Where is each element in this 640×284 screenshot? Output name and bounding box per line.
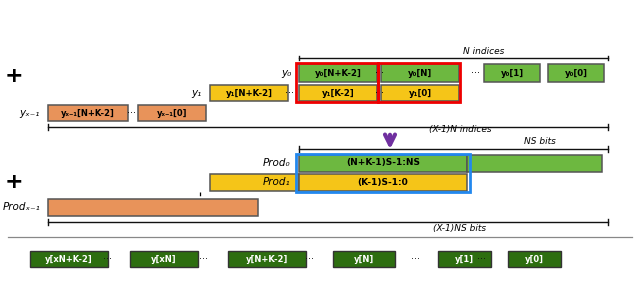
Bar [508,251,561,267]
Text: N indices: N indices [463,47,504,56]
Text: yₓ₋₁[0]: yₓ₋₁[0] [157,108,188,118]
Text: y[1]: y[1] [455,254,474,264]
Bar [484,64,540,82]
Text: ···: ··· [374,88,383,98]
Bar [210,85,288,101]
Bar [228,251,306,267]
Text: (N+K-1)S-1:NS: (N+K-1)S-1:NS [346,158,420,168]
Bar [299,64,377,82]
Text: yₓ₋₁: yₓ₋₁ [20,108,40,118]
Text: y₁[K-2]: y₁[K-2] [322,89,355,97]
Text: Prod₀: Prod₀ [262,158,290,168]
Text: y₀[1]: y₀[1] [500,68,524,78]
Text: (K-1)S-1:0: (K-1)S-1:0 [358,178,408,187]
Text: ···: ··· [305,254,314,264]
Bar [48,199,258,216]
Bar [138,105,206,121]
Bar [299,154,467,172]
Text: ···: ··· [285,88,294,98]
Text: y₀[N+K-2]: y₀[N+K-2] [315,68,362,78]
Text: ···: ··· [472,68,481,78]
Text: yₓ₋₁[N+K-2]: yₓ₋₁[N+K-2] [61,108,115,118]
Text: NS bits: NS bits [524,137,556,147]
Text: y[xN+K-2]: y[xN+K-2] [45,254,93,264]
Bar [548,64,604,82]
Text: ···: ··· [410,254,419,264]
Bar [30,251,108,267]
Bar [381,85,459,101]
Text: y₀: y₀ [282,68,292,78]
Bar [333,251,395,267]
Text: (X-1)N indices: (X-1)N indices [429,125,492,134]
Text: ···: ··· [477,254,486,264]
Bar [296,153,470,191]
Bar [210,174,299,191]
Text: +: + [4,66,23,86]
Text: (X-1)NS bits: (X-1)NS bits [433,224,486,233]
Text: Prodₓ₋₁: Prodₓ₋₁ [3,202,40,212]
Text: y[xN]: y[xN] [151,254,177,264]
Text: y₁[N+K-2]: y₁[N+K-2] [225,89,273,97]
Text: y[N+K-2]: y[N+K-2] [246,254,288,264]
Text: y[N]: y[N] [354,254,374,264]
Bar [296,63,378,102]
Text: ···: ··· [104,254,113,264]
Bar [299,85,377,101]
Text: ···: ··· [374,68,383,78]
Text: y₁: y₁ [192,88,202,98]
Text: Prod₁: Prod₁ [262,177,290,187]
Bar [378,63,460,102]
Text: ···: ··· [200,254,209,264]
Text: y₀[0]: y₀[0] [564,68,588,78]
Text: +: + [4,172,23,192]
Bar [299,174,467,191]
Text: y[0]: y[0] [525,254,544,264]
Bar [467,154,602,172]
Text: y₀[N]: y₀[N] [408,68,432,78]
Bar [438,251,491,267]
Bar [48,105,128,121]
Text: y₁[0]: y₁[0] [408,89,431,97]
Text: ···: ··· [127,108,136,118]
Bar [381,64,459,82]
Bar [130,251,198,267]
